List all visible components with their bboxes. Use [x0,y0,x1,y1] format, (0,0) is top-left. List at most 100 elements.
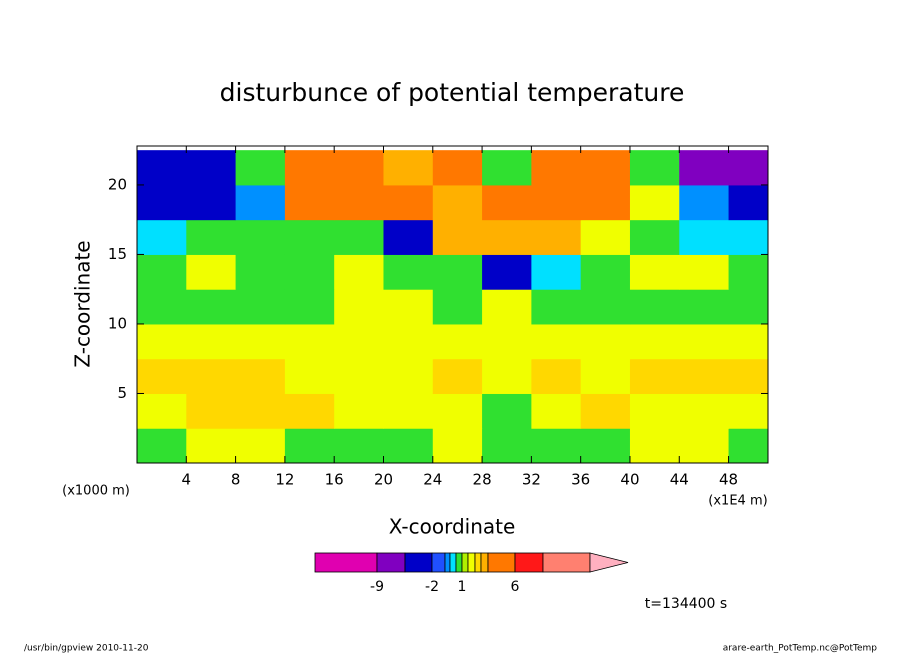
colorbar-segment [542,552,591,573]
field-cell [580,358,631,394]
field-cell [679,358,730,394]
footer-right: arare-earth_PotTemp.nc@PotTemp [723,644,878,654]
colorbar-segment [514,552,544,573]
field-cell [432,289,483,325]
y-axis-label: Z-coordinate [71,240,95,367]
field-cell [531,150,582,186]
field-cell [629,219,680,255]
field-cell [383,358,434,394]
colorbar-segment [376,552,406,573]
field-cell [580,254,631,290]
field-cell [186,289,237,325]
field-cell [186,428,237,464]
field-cell [482,428,532,464]
x-tick-label: 32 [522,471,541,489]
y-tick-label: 20 [108,175,127,193]
field-cell [137,323,187,360]
field-cell [482,184,532,221]
field-cell [186,254,237,290]
field-cell [482,254,532,290]
field-cell [580,150,631,186]
field-cell [482,323,532,360]
field-cell [334,150,384,186]
field-cell [186,150,237,186]
field-cell [334,184,384,221]
field-cell [186,323,237,360]
field-cell [334,323,384,360]
field-cell [137,254,187,290]
colorbar-segment [487,552,516,573]
field-cell [728,254,769,290]
field-cell [186,358,237,394]
field-cell [334,219,384,255]
time-label: t=134400 s [645,596,727,612]
field-cell [679,254,730,290]
field-cell [728,323,769,360]
x-tick-label: 40 [620,471,639,489]
field-cell [629,393,680,429]
colorbar-segment [480,552,489,573]
field-cell [432,393,483,429]
field-cell [679,289,730,325]
field-cell [432,150,483,186]
colorbar-segment [467,552,476,573]
field-cell [137,184,187,221]
colorbar-segment [431,552,446,573]
x-tick-label: 36 [571,471,590,489]
field-cell [235,289,286,325]
field-cell [728,289,769,325]
field-cell [679,393,730,429]
colorbar-segment [444,552,451,573]
field-cell [629,358,680,394]
field-cell [383,393,434,429]
field-cell [679,323,730,360]
field-cell [728,184,769,221]
x-tick-label: 12 [275,471,294,489]
x-tick-label: 28 [473,471,492,489]
field-cell [728,219,769,255]
x-tick-label: 48 [719,471,738,489]
field-cell [432,219,483,255]
field-cell [137,393,187,429]
field-cell [728,393,769,429]
x-tick-label: 44 [670,471,689,489]
field-cell [531,393,582,429]
field-cell [284,150,335,186]
field-cell [284,254,335,290]
x-tick-label: 4 [182,471,192,489]
field-cell [383,219,434,255]
field-cell [432,184,483,221]
field-cell [580,428,631,464]
y-tick-label: 5 [117,384,127,402]
field-cell [137,358,187,394]
field-cell [679,184,730,221]
colorbar-tick-label: 1 [458,579,467,595]
field-cell [629,289,680,325]
y-tick-label: 15 [108,245,127,263]
colorbar-segment [474,552,482,573]
field-cell [284,219,335,255]
colorbar-segment [404,552,433,573]
field-cell [679,150,730,186]
field-cell [629,428,680,464]
field-cell [137,428,187,464]
field-cell [284,184,335,221]
colorbar-segment [314,552,378,573]
field-cell [186,219,237,255]
colorbar-tick-label: -2 [425,579,439,595]
colorbar-extend [589,552,629,573]
field-cell [531,289,582,325]
field-cell [137,219,187,255]
field-cell [531,323,582,360]
field-cell [432,358,483,394]
field-cell [482,358,532,394]
field-cell [482,150,532,186]
field-cell [235,219,286,255]
field-cell [334,254,384,290]
y-tick-label: 10 [108,314,127,332]
field-cell [383,254,434,290]
field-cell [334,393,384,429]
field-cell [482,289,532,325]
plot-frame [136,145,769,464]
